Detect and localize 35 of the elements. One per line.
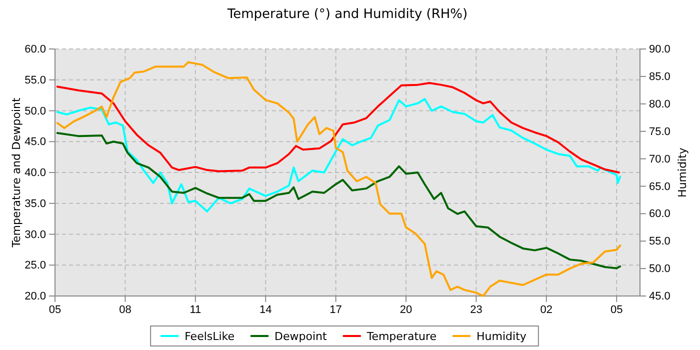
y-tick-label: 30.0 [24,228,46,241]
y2-tick-label: 50.0 [649,263,670,276]
x-tick-label: 23 [470,304,482,316]
legend-label: FeelsLike [184,330,235,343]
y2-tick-label: 45.0 [649,290,670,303]
legend-label: Temperature [366,330,437,343]
chart-title: Temperature (°) and Humidity (RH%) [226,7,468,22]
y-tick-label: 55.0 [24,74,46,86]
legend-label: Dewpoint [274,330,328,343]
y2-tick-label: 70.0 [649,153,670,166]
legend-label: Humidity [476,330,527,343]
y2-tick-label: 90.0 [649,44,670,56]
y-axis-title: Temperature and Dewpoint [10,96,23,248]
y2-tick-label: 75.0 [649,126,670,138]
x-tick-label: 17 [330,304,342,316]
y-tick-label: 25.0 [24,260,46,272]
x-tick-label: 11 [190,304,202,316]
y2-axis-title: Humidity [676,147,689,198]
x-tick-label: 02 [540,304,553,316]
y2-tick-label: 55.0 [649,236,670,248]
y-tick-label: 50.0 [24,105,46,118]
x-tick-label: 20 [400,304,412,316]
y-tick-label: 20.0 [24,290,46,303]
x-tick-label: 14 [259,304,272,316]
y2-tick-label: 65.0 [649,180,670,193]
y-tick-label: 40.0 [24,167,46,180]
y2-tick-label: 80.0 [649,98,670,110]
y-tick-label: 45.0 [24,136,46,148]
x-tick-label: 08 [119,304,132,316]
y-tick-label: 35.0 [24,198,46,210]
y-tick-label: 60.0 [24,44,46,56]
x-tick-label: 05 [48,304,62,316]
y2-tick-label: 60.0 [649,208,670,220]
x-tick-label: 05 [610,304,623,316]
y2-tick-label: 85.0 [649,70,670,83]
